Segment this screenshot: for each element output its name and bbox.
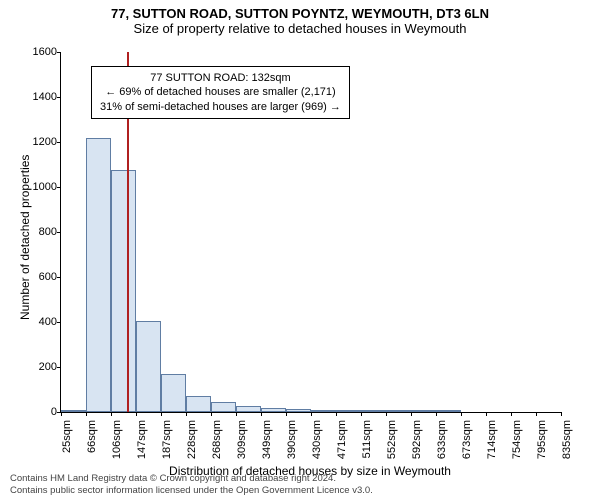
y-tick-label: 0 [21, 406, 57, 418]
histogram-bar [211, 402, 236, 412]
x-tick-mark [111, 412, 112, 416]
y-tick-label: 1400 [21, 91, 57, 103]
footer-attribution: Contains HM Land Registry data © Crown c… [10, 473, 373, 496]
x-tick-label: 754sqm [511, 420, 523, 460]
histogram-bar [111, 170, 136, 412]
x-tick-label: 268sqm [211, 420, 223, 460]
chart-title-block: 77, SUTTON ROAD, SUTTON POYNTZ, WEYMOUTH… [0, 0, 600, 36]
histogram-bar [361, 410, 386, 412]
x-tick-label: 147sqm [136, 420, 148, 460]
x-tick-label: 228sqm [186, 420, 198, 460]
x-tick-mark [536, 412, 537, 416]
title-line-1: 77, SUTTON ROAD, SUTTON POYNTZ, WEYMOUTH… [0, 6, 600, 21]
y-tick-mark [57, 97, 61, 98]
x-tick-label: 349sqm [261, 420, 273, 460]
annotation-line2: ← 69% of detached houses are smaller (2,… [100, 85, 341, 99]
x-tick-mark [61, 412, 62, 416]
histogram-bar [86, 138, 111, 413]
annotation-line1: 77 SUTTON ROAD: 132sqm [100, 71, 341, 85]
y-tick-mark [57, 367, 61, 368]
annotation-box: 77 SUTTON ROAD: 132sqm← 69% of detached … [91, 66, 350, 119]
x-tick-mark [186, 412, 187, 416]
x-tick-mark [136, 412, 137, 416]
x-tick-mark [361, 412, 362, 416]
x-tick-label: 430sqm [311, 420, 323, 460]
histogram-bar [136, 321, 161, 412]
x-tick-mark [211, 412, 212, 416]
plot-region: 77 SUTTON ROAD: 132sqm← 69% of detached … [60, 52, 561, 413]
histogram-bar [286, 409, 311, 412]
annotation-line3: 31% of semi-detached houses are larger (… [100, 100, 341, 114]
histogram-bar [436, 410, 461, 412]
y-tick-mark [57, 277, 61, 278]
x-tick-mark [436, 412, 437, 416]
y-tick-mark [57, 142, 61, 143]
x-tick-label: 25sqm [61, 420, 73, 460]
histogram-bar [411, 410, 436, 412]
histogram-bar [161, 374, 186, 412]
y-tick-label: 1200 [21, 136, 57, 148]
histogram-bar [336, 410, 361, 412]
y-tick-mark [57, 52, 61, 53]
x-tick-label: 714sqm [486, 420, 498, 460]
histogram-bar [311, 410, 336, 412]
x-tick-mark [461, 412, 462, 416]
histogram-bar [186, 396, 211, 412]
x-tick-mark [86, 412, 87, 416]
footer-line-2: Contains public sector information licen… [10, 485, 373, 496]
x-tick-label: 187sqm [161, 420, 173, 460]
title-line-2: Size of property relative to detached ho… [0, 21, 600, 36]
x-tick-label: 673sqm [461, 420, 473, 460]
x-tick-label: 390sqm [286, 420, 298, 460]
histogram-bar [236, 406, 261, 412]
y-tick-label: 200 [21, 361, 57, 373]
y-tick-label: 1600 [21, 46, 57, 58]
x-tick-mark [261, 412, 262, 416]
x-tick-mark [311, 412, 312, 416]
x-tick-mark [561, 412, 562, 416]
x-tick-label: 633sqm [436, 420, 448, 460]
chart-area: 77 SUTTON ROAD: 132sqm← 69% of detached … [60, 52, 560, 412]
x-tick-label: 471sqm [336, 420, 348, 460]
x-tick-label: 511sqm [361, 420, 373, 460]
x-tick-label: 795sqm [536, 420, 548, 460]
histogram-bar [386, 410, 411, 412]
footer-line-1: Contains HM Land Registry data © Crown c… [10, 473, 373, 484]
x-tick-mark [411, 412, 412, 416]
x-tick-label: 309sqm [236, 420, 248, 460]
x-tick-label: 552sqm [386, 420, 398, 460]
y-tick-mark [57, 187, 61, 188]
x-tick-label: 592sqm [411, 420, 423, 460]
y-tick-mark [57, 322, 61, 323]
x-tick-mark [336, 412, 337, 416]
histogram-bar [61, 410, 86, 412]
x-tick-label: 66sqm [86, 420, 98, 460]
x-tick-mark [511, 412, 512, 416]
x-tick-mark [486, 412, 487, 416]
x-tick-mark [161, 412, 162, 416]
x-tick-mark [386, 412, 387, 416]
x-tick-mark [286, 412, 287, 416]
x-tick-label: 106sqm [111, 420, 123, 460]
y-axis-label: Number of detached properties [18, 155, 32, 320]
x-tick-mark [236, 412, 237, 416]
x-tick-label: 835sqm [561, 420, 573, 460]
histogram-bar [261, 408, 286, 413]
y-tick-mark [57, 232, 61, 233]
